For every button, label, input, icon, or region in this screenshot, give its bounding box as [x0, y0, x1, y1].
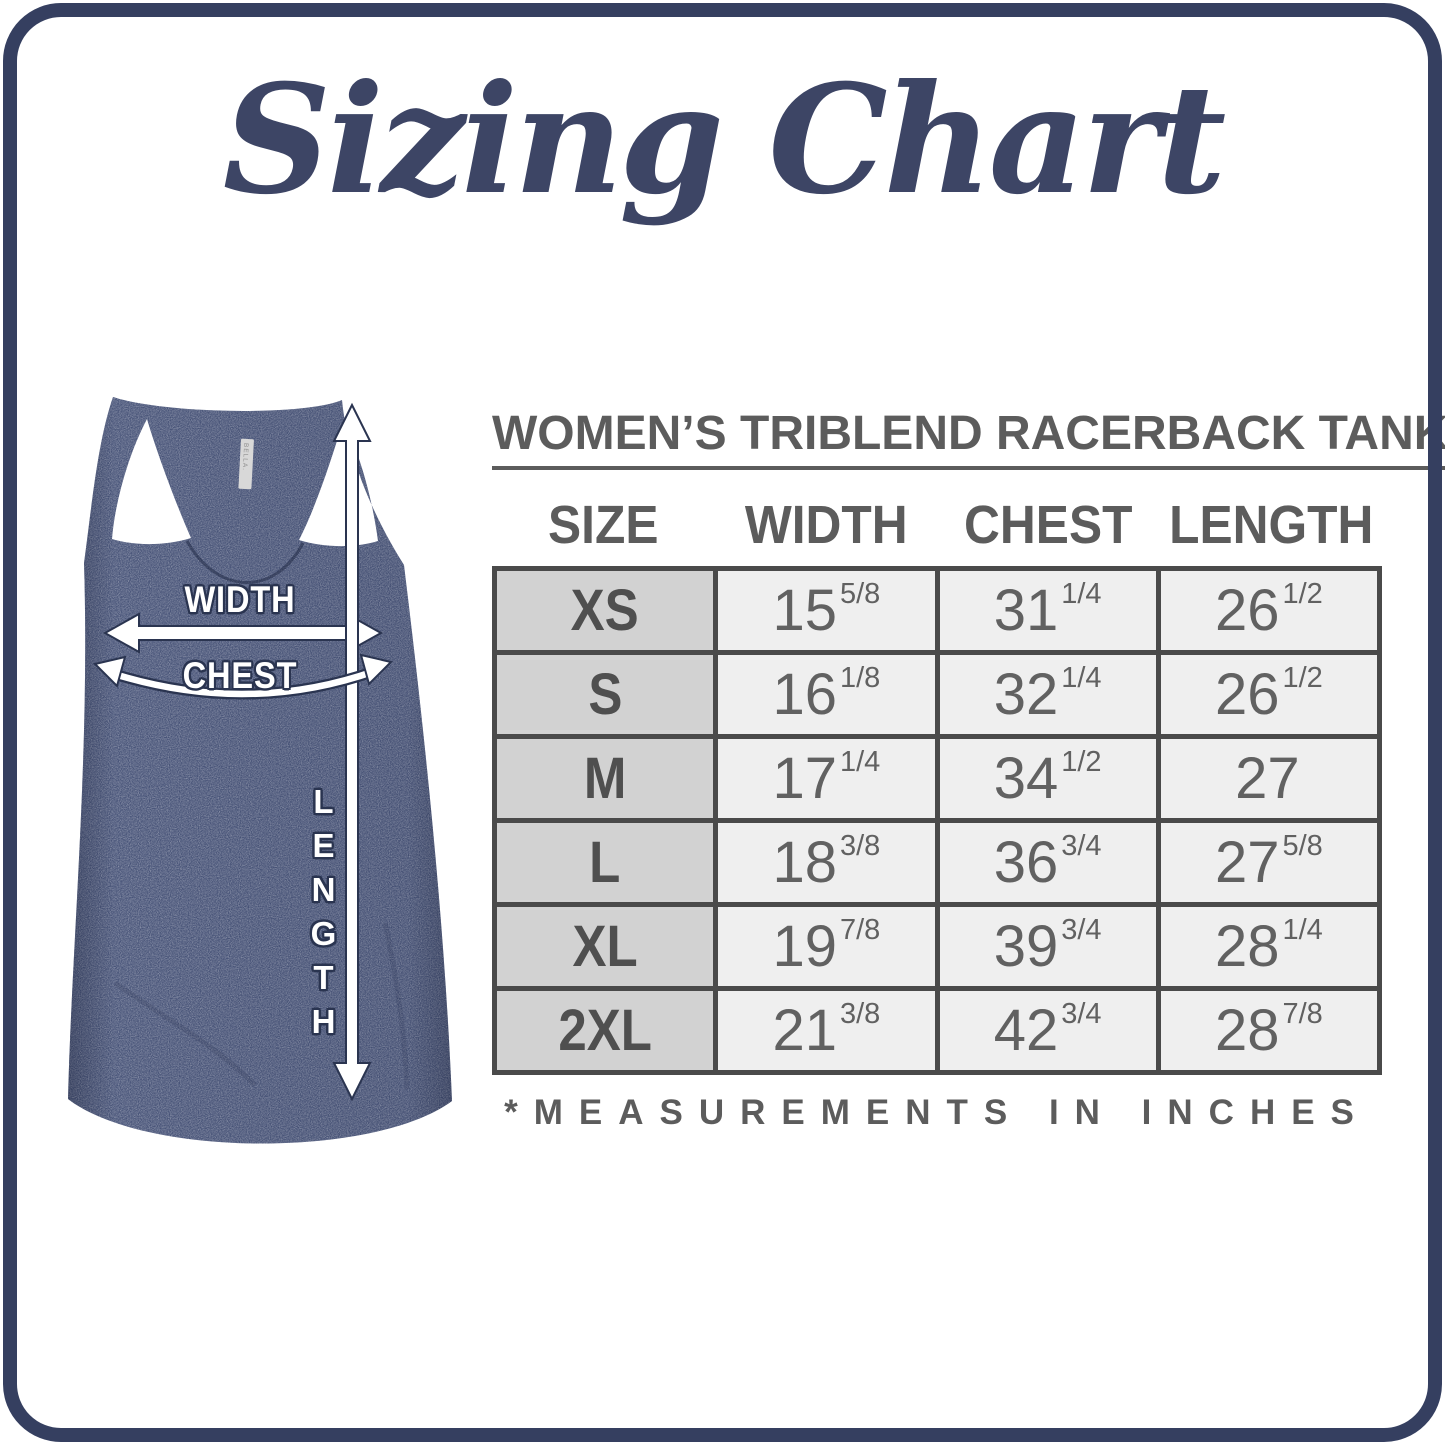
table-row: S 16 1/8 32 1/4 26 1/2 — [491, 650, 1383, 739]
size-table: XS 15 5/8 31 1/4 26 1/2 S 16 1/8 32 1/4 26 1/2… — [491, 566, 1383, 1075]
width-value-cell: 19 7/8 — [713, 902, 940, 991]
length-arrow — [332, 402, 372, 1102]
size-cell: XS — [491, 566, 719, 655]
value-whole: 19 — [772, 914, 837, 979]
chest-value-cell: 34 1/2 — [934, 734, 1161, 823]
table-row: M 17 1/4 34 1/2 27 — [491, 734, 1383, 823]
value-fraction: 1/4 — [1061, 578, 1102, 610]
length-value-cell: 27 — [1155, 734, 1383, 823]
chest-value-cell: 42 3/4 — [934, 986, 1161, 1075]
value-whole: 42 — [993, 998, 1059, 1063]
value-fraction: 3/4 — [1061, 914, 1102, 946]
value-whole: 31 — [993, 578, 1059, 643]
value-whole: 39 — [993, 914, 1059, 979]
value-fraction: 1/2 — [1061, 746, 1102, 778]
table-row: XS 15 5/8 31 1/4 26 1/2 — [491, 566, 1383, 655]
chest-value-cell: 36 3/4 — [934, 818, 1161, 907]
size-cell: 2XL — [491, 986, 719, 1075]
value-whole: 26 — [1214, 578, 1280, 643]
value-fraction: 1/4 — [1061, 662, 1102, 694]
size-label: 2XL — [558, 998, 652, 1063]
value-whole: 28 — [1214, 914, 1280, 979]
value-fraction: 3/4 — [1061, 998, 1102, 1030]
length-value-cell: 27 5/8 — [1155, 818, 1383, 907]
value-whole: 28 — [1214, 998, 1280, 1063]
size-label: XL — [572, 914, 638, 979]
value-fraction: 1/2 — [1282, 578, 1323, 610]
table-column-headers: SIZE WIDTH CHEST LENGTH — [492, 494, 1382, 556]
brand-tag-text: BELLA. — [241, 443, 249, 471]
value-whole: 21 — [772, 998, 837, 1063]
value-whole: 15 — [772, 578, 837, 643]
length-value-cell: 26 1/2 — [1155, 566, 1383, 655]
col-header-chest: CHEST — [964, 495, 1133, 555]
col-header-width: WIDTH — [744, 495, 908, 555]
value-fraction: 1/4 — [1282, 914, 1323, 946]
col-header-size: SIZE — [548, 495, 659, 555]
value-fraction: 1/8 — [839, 662, 881, 694]
length-value-cell: 26 1/2 — [1155, 650, 1383, 739]
value-fraction: 7/8 — [839, 914, 881, 946]
size-cell: S — [491, 650, 719, 739]
value-whole: 26 — [1214, 662, 1280, 727]
size-label: L — [589, 830, 621, 895]
measurements-footnote: *MEASUREMENTS IN INCHES — [504, 1093, 1370, 1132]
chest-arrow — [93, 653, 393, 700]
size-label: XS — [571, 578, 640, 643]
value-fraction: 5/8 — [1282, 830, 1323, 862]
size-label: M — [583, 746, 627, 811]
chest-value-cell: 31 1/4 — [934, 566, 1161, 655]
size-table-panel: WOMEN’S TRIBLEND RACERBACK TANK SIZE WID… — [491, 406, 1445, 1133]
value-whole: 27 — [1214, 830, 1280, 895]
col-header-length: LENGTH — [1168, 495, 1373, 555]
value-fraction: 3/8 — [839, 830, 881, 862]
value-fraction: 3/8 — [839, 998, 881, 1030]
length-value-cell: 28 1/4 — [1155, 902, 1383, 991]
width-value-cell: 16 1/8 — [713, 650, 940, 739]
length-value-cell: 28 7/8 — [1155, 986, 1383, 1075]
chest-measure-label: CHEST — [182, 655, 298, 696]
value-fraction: 7/8 — [1282, 998, 1323, 1030]
value-fraction: 1/2 — [1282, 662, 1323, 694]
value-whole: 36 — [993, 830, 1059, 895]
size-cell: L — [491, 818, 719, 907]
value-whole: 34 — [993, 746, 1059, 811]
width-value-cell: 17 1/4 — [713, 734, 940, 823]
value-fraction: 5/8 — [839, 578, 881, 610]
width-value-cell: 21 3/8 — [713, 986, 940, 1075]
table-row: L 18 3/8 36 3/4 27 5/8 — [491, 818, 1383, 907]
page-title: Sizing Chart — [222, 52, 1227, 228]
width-arrow — [102, 612, 384, 654]
value-whole: 18 — [772, 830, 837, 895]
value-whole: 27 — [1235, 746, 1300, 811]
chest-value-cell: 39 3/4 — [934, 902, 1161, 991]
width-value-cell: 18 3/8 — [713, 818, 940, 907]
product-title: WOMEN’S TRIBLEND RACERBACK TANK — [492, 406, 1445, 470]
size-label: S — [588, 662, 623, 727]
value-whole: 32 — [993, 662, 1059, 727]
size-cell: M — [491, 734, 719, 823]
fabric-shading — [68, 397, 452, 1144]
value-whole: 17 — [772, 746, 837, 811]
value-fraction: 3/4 — [1061, 830, 1102, 862]
width-measure-label: WIDTH — [184, 579, 296, 620]
table-row: XL 19 7/8 39 3/4 28 1/4 — [491, 902, 1383, 991]
fabric-fold — [113, 980, 257, 1087]
scoop-neckline-seam — [185, 540, 305, 584]
tank-measurement-diagram: BELLA. WIDTH CHEST LENGTH — [55, 383, 475, 1193]
width-value-cell: 15 5/8 — [713, 566, 940, 655]
chest-value-cell: 32 1/4 — [934, 650, 1161, 739]
table-row: 2XL 21 3/8 42 3/4 28 7/8 — [491, 986, 1383, 1075]
length-measure-label: LENGTH — [305, 783, 342, 1047]
tank-illustration: BELLA. — [68, 397, 452, 1144]
value-whole: 16 — [772, 662, 837, 727]
fabric-fold — [382, 922, 410, 1090]
value-fraction: 1/4 — [839, 746, 881, 778]
size-cell: XL — [491, 902, 719, 991]
brand-tag: BELLA. — [238, 438, 254, 490]
